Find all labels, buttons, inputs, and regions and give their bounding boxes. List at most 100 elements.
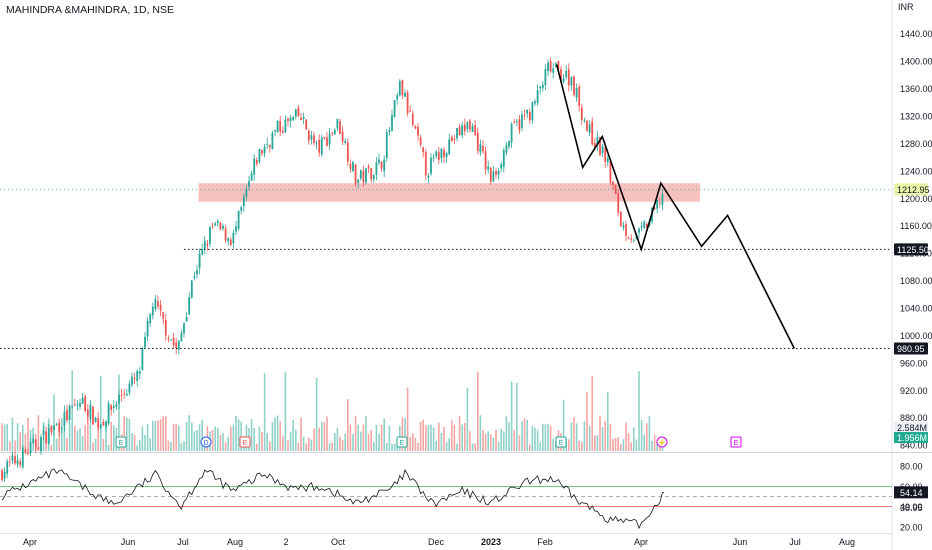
volume-bar [568, 439, 570, 451]
volume-bar [37, 415, 40, 451]
volume-bar [144, 435, 146, 451]
currency-label: INR [898, 2, 914, 12]
volume-bar [508, 422, 510, 451]
candle-body [609, 161, 612, 183]
candle-body [237, 210, 240, 229]
candle-body [164, 320, 167, 336]
time-tick: Jun [121, 537, 136, 547]
candle-body [469, 120, 471, 130]
volume-bar [440, 432, 443, 451]
candle-body [617, 192, 620, 213]
candle-body [370, 168, 373, 180]
candle-body [326, 137, 328, 147]
volume-bar [409, 436, 411, 451]
candle-body [133, 378, 136, 380]
candle-body [365, 168, 367, 183]
volume-bar [300, 417, 302, 451]
volume-bar [594, 435, 596, 451]
candle-body [162, 312, 165, 319]
volume-bar [425, 425, 427, 451]
volume-bar [97, 424, 99, 451]
volume-bar [74, 425, 76, 451]
candle-body [333, 130, 336, 135]
volume-bar [196, 430, 198, 451]
candle-body [378, 159, 380, 163]
volume-bar [518, 435, 521, 451]
volume-bar [302, 436, 305, 451]
candle-body [536, 90, 539, 103]
price-tick: 920.00 [900, 386, 928, 396]
volume-bar [521, 421, 523, 451]
volume-bar [448, 438, 450, 451]
volume-bar [620, 443, 622, 451]
candle-body [492, 171, 495, 182]
candle-body [505, 145, 508, 153]
volume-bar [458, 416, 461, 451]
volume-bar [466, 387, 469, 451]
candle-body [118, 394, 120, 404]
volume-bar [50, 444, 53, 451]
event-marker-bg [555, 436, 567, 448]
price-tick: 1320.00 [900, 112, 932, 122]
candle-body [601, 146, 604, 154]
candle-body [500, 164, 503, 169]
volume-bar [308, 437, 310, 451]
volume-bar [362, 424, 365, 451]
volume-bar [482, 430, 484, 451]
candle-body [94, 417, 97, 422]
volume-bar [430, 424, 432, 451]
candle-body [185, 317, 188, 322]
candle-body [112, 406, 115, 409]
volume-bar [126, 417, 128, 451]
candle-body [575, 88, 578, 98]
volume-label-bg [894, 432, 928, 443]
volume-bar [94, 438, 97, 451]
volume-bar [219, 434, 222, 451]
candle-body [534, 101, 536, 104]
candle-body [424, 152, 427, 176]
candle-body [297, 107, 300, 116]
volume-bar [172, 423, 175, 451]
candle-body [141, 347, 144, 370]
volume-bar [570, 422, 573, 451]
volume-bar [295, 429, 297, 451]
volume-bar [269, 441, 271, 451]
candle-body [362, 170, 365, 183]
volume-bar [131, 433, 133, 451]
candle-body [404, 92, 406, 97]
candle-body [92, 406, 94, 425]
candle-body [219, 222, 222, 230]
candle-body [180, 332, 183, 342]
candle-body [448, 139, 451, 155]
volume-bar [604, 420, 606, 451]
volume-bar [258, 426, 261, 451]
volume-bar [146, 423, 149, 451]
candle-body [177, 340, 180, 350]
volume-bar [141, 426, 144, 451]
volume-bar [656, 442, 658, 451]
candle-body [138, 370, 141, 374]
candle-body [21, 447, 24, 468]
candle-body [479, 144, 482, 153]
volume-bar [601, 427, 604, 451]
volume-bar [53, 394, 55, 451]
volume-bar [201, 419, 203, 451]
candle-body [580, 107, 583, 120]
candle-body [531, 102, 534, 121]
candle-body [656, 199, 659, 209]
event-marker-bg [115, 436, 127, 448]
volume-bar [622, 439, 625, 451]
volume-bar [536, 430, 539, 451]
volume-bar [513, 430, 515, 451]
volume-bar [438, 422, 440, 451]
candle-body [341, 131, 344, 142]
event-marker-bg [396, 436, 408, 448]
volume-bar [414, 437, 417, 451]
volume-bar [412, 433, 414, 451]
candle-body [128, 383, 131, 393]
candle-body [60, 427, 63, 429]
candle-body [37, 447, 40, 450]
volume-bar [599, 415, 601, 451]
volume-bar [92, 442, 94, 451]
